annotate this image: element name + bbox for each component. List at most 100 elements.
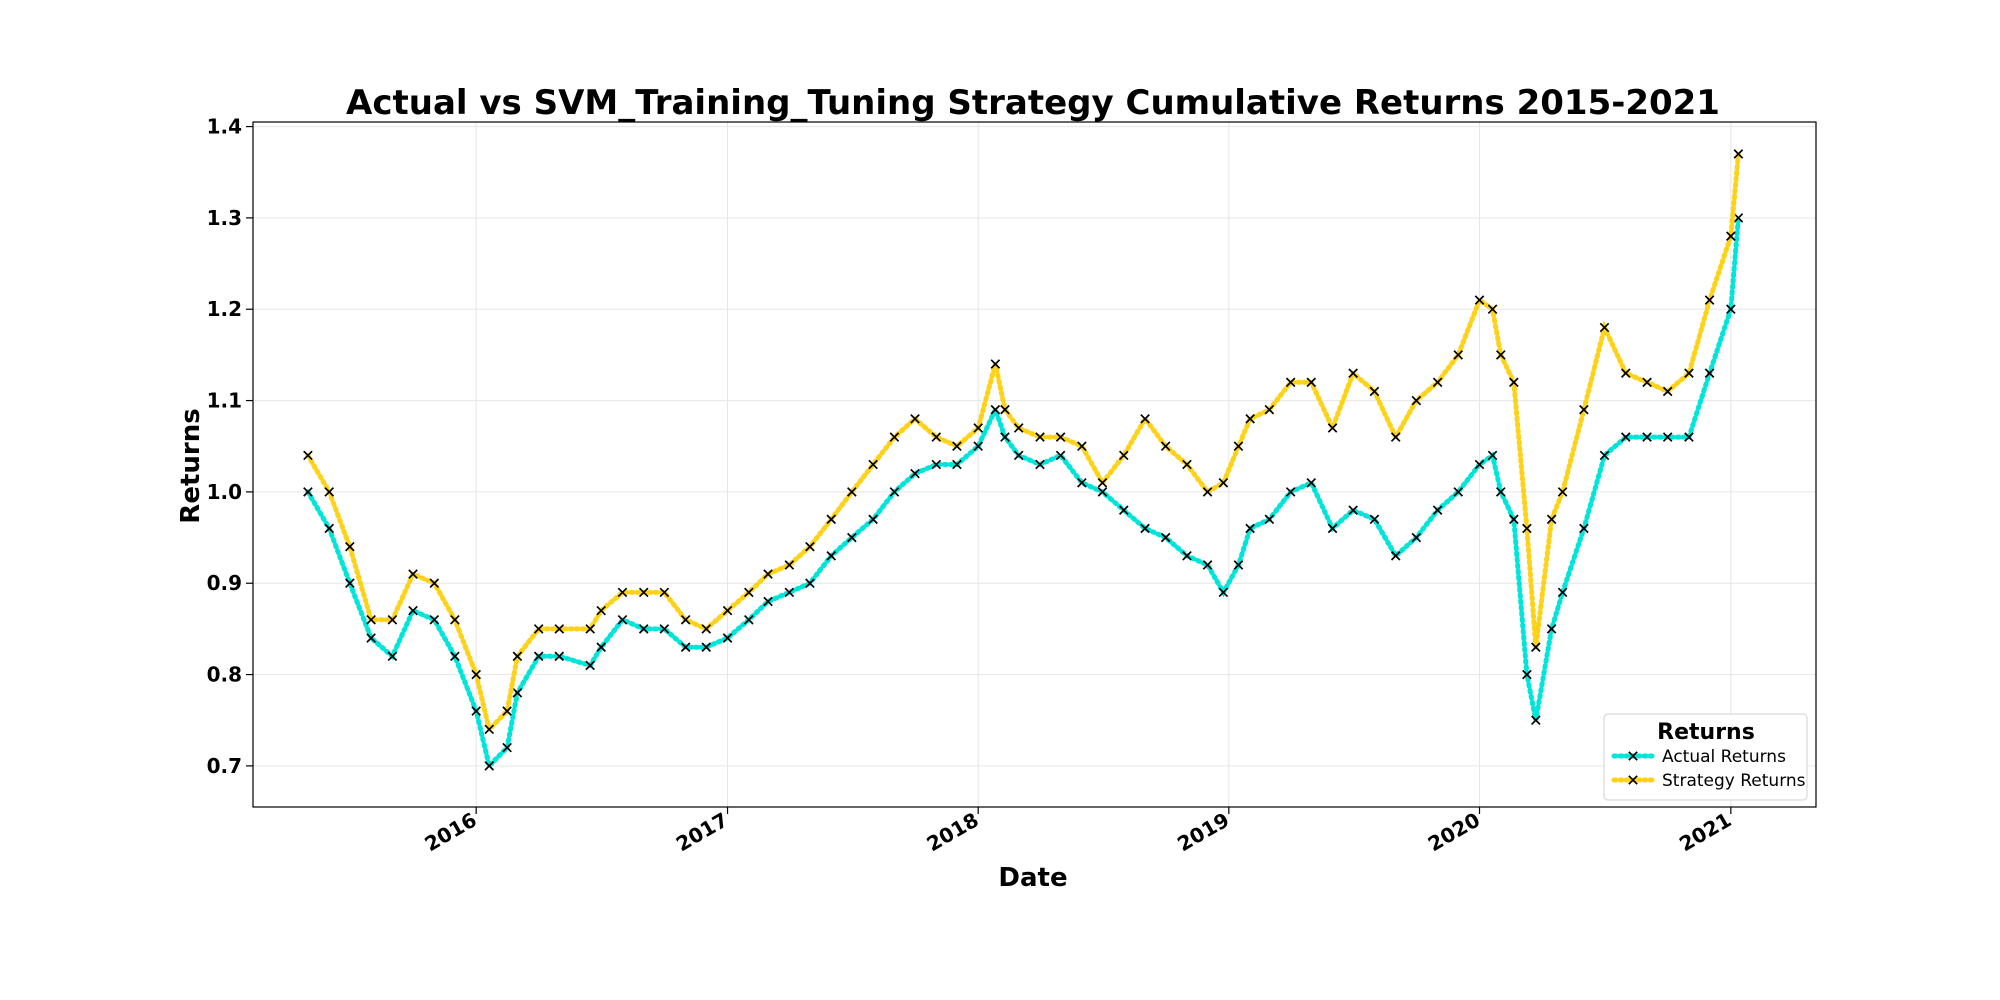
data-point <box>366 614 376 625</box>
data-point <box>1218 477 1229 488</box>
series-strategy-returns <box>303 149 1744 735</box>
data-point <box>1546 514 1557 525</box>
data-point <box>1704 295 1715 305</box>
data-point <box>1160 532 1171 543</box>
data-point <box>1140 523 1150 534</box>
data-point <box>680 642 691 652</box>
data-point <box>1306 477 1317 488</box>
data-point <box>1264 404 1275 415</box>
data-point <box>868 514 878 525</box>
data-point <box>1000 432 1010 442</box>
data-point <box>659 587 670 598</box>
data-point <box>1599 322 1610 333</box>
series-line <box>305 151 1741 735</box>
series-layer <box>303 149 1744 771</box>
y-tick-label: 1.4 <box>207 115 242 139</box>
y-tick-label: 0.9 <box>207 571 242 595</box>
data-point <box>868 459 878 470</box>
data-point <box>1140 414 1150 424</box>
data-point <box>763 596 773 607</box>
data-point <box>1077 441 1087 452</box>
data-point <box>1522 669 1532 680</box>
data-point <box>1348 368 1358 378</box>
data-point <box>1013 423 1024 433</box>
data-point <box>1013 450 1024 461</box>
data-point <box>502 706 512 716</box>
data-point <box>429 578 440 589</box>
data-point <box>533 624 544 634</box>
data-point <box>1118 450 1129 461</box>
data-point <box>1202 560 1213 570</box>
data-point <box>585 660 595 671</box>
data-point <box>1642 432 1652 442</box>
data-point <box>366 633 376 643</box>
x-tick-label: 2021 <box>1675 808 1735 857</box>
axis-ticks: 0.7 0.8 0.9 1.0 1.1 1.2 1.3 1.4 2016 2017 2018 2019… <box>207 115 1736 857</box>
legend-label: Actual Returns <box>1662 747 1786 767</box>
data-point <box>889 487 900 497</box>
data-point <box>763 569 773 579</box>
data-point <box>1726 231 1736 241</box>
data-point <box>471 669 481 680</box>
x-tick-label: 2016 <box>420 808 480 857</box>
data-point <box>502 742 512 753</box>
series-actual-returns <box>303 213 1744 771</box>
legend-label: Strategy Returns <box>1662 771 1806 791</box>
data-point <box>471 706 481 716</box>
data-point <box>1453 350 1464 360</box>
data-point <box>1662 432 1673 442</box>
data-point <box>387 614 398 625</box>
data-point <box>659 624 670 634</box>
data-point <box>638 624 649 634</box>
data-point <box>1684 368 1694 378</box>
data-point <box>1620 368 1631 378</box>
data-point <box>554 624 565 634</box>
data-point <box>429 614 440 625</box>
data-point <box>1599 450 1610 461</box>
y-tick-label: 1.0 <box>207 480 242 504</box>
data-point <box>1474 295 1485 305</box>
data-point <box>1704 368 1715 378</box>
data-point <box>1509 514 1519 525</box>
data-point <box>533 651 544 662</box>
data-point <box>1348 505 1358 515</box>
data-point <box>1495 350 1506 360</box>
data-point <box>387 651 398 662</box>
legend-box <box>1603 713 1808 801</box>
data-point <box>1522 523 1532 534</box>
data-point <box>973 423 983 433</box>
legend-entry: Strategy Returns <box>1611 771 1806 791</box>
legend-entry: Actual Returns <box>1611 747 1786 767</box>
data-point <box>1118 505 1129 515</box>
data-point <box>1035 432 1045 442</box>
data-point <box>1306 377 1317 388</box>
data-point <box>450 614 460 625</box>
data-point <box>617 614 628 625</box>
data-point <box>1035 459 1045 470</box>
data-point <box>484 724 495 735</box>
data-point <box>1285 487 1296 497</box>
data-point <box>1509 377 1519 388</box>
y-tick-label: 1.2 <box>207 297 242 321</box>
data-point <box>1055 450 1066 461</box>
data-point <box>1620 432 1631 442</box>
plot-frame <box>252 121 1817 808</box>
data-point <box>512 688 523 698</box>
data-point <box>910 468 920 479</box>
data-point <box>484 761 495 771</box>
data-point <box>1202 487 1213 497</box>
data-point <box>1579 523 1589 534</box>
data-point <box>1097 487 1108 497</box>
data-point <box>744 614 754 625</box>
data-point <box>585 624 595 634</box>
data-point <box>1245 414 1255 424</box>
data-point <box>826 514 837 525</box>
data-point <box>450 651 460 662</box>
data-point <box>1182 459 1192 470</box>
y-tick-label: 1.3 <box>207 206 242 230</box>
x-tick-label: 2020 <box>1424 808 1484 857</box>
data-point <box>722 633 733 643</box>
data-point <box>847 487 857 497</box>
chart-title: Actual vs SVM_Training_Tuning Strategy C… <box>346 83 1720 123</box>
legend-marker <box>1628 751 1638 761</box>
